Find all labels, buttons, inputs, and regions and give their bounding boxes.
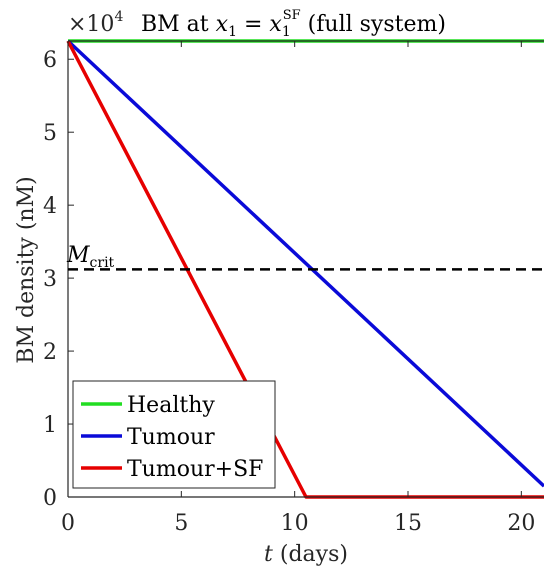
critical-label-main: M	[66, 243, 90, 268]
title-sub: 1	[228, 24, 237, 40]
multiplier-base: ×10	[68, 12, 114, 37]
x-tick-label: 15	[394, 511, 422, 536]
x-label-var: t	[264, 542, 273, 567]
title-equals: =	[237, 12, 269, 37]
title-lead: BM at	[141, 12, 216, 37]
axes	[67, 40, 544, 498]
y-tick-label: 3	[43, 267, 57, 292]
x-tick-label: 5	[174, 511, 188, 536]
legend-entry: Tumour	[127, 425, 215, 450]
y-axis-multiplier: ×104	[68, 9, 123, 37]
title-var: x	[216, 12, 229, 37]
x-axis-label: t (days)	[264, 542, 348, 567]
legend-entry: Tumour+SF	[127, 457, 263, 482]
title-tail: (full system)	[301, 12, 446, 37]
x-tick-label: 0	[61, 511, 75, 536]
title-sup2: SF	[283, 8, 301, 23]
x-tick-label: 20	[507, 511, 535, 536]
y-tick-label: 0	[43, 486, 57, 511]
y-tick-label: 6	[43, 48, 57, 73]
legend: Healthy Tumour Tumour+SF	[72, 380, 276, 489]
x-tick-label: 10	[281, 511, 309, 536]
x-label-unit: (days)	[273, 542, 348, 567]
series-line-tumour	[66, 39, 544, 488]
y-axis-label: BM density (nM)	[14, 176, 39, 363]
legend-entry: Healthy	[127, 393, 215, 418]
multiplier-exponent: 4	[114, 9, 123, 25]
y-tick-label: 1	[43, 413, 57, 438]
critical-threshold-label: Mcrit	[66, 243, 115, 271]
chart-title: BM at x1 = x1SF (full system)	[141, 8, 446, 40]
annotations: Mcrit	[66, 243, 544, 271]
y-tick-label: 2	[43, 340, 57, 365]
y-tick-label: 4	[43, 194, 57, 219]
title-sub2: 1	[282, 24, 291, 40]
critical-label-sub: crit	[90, 255, 115, 271]
y-tick-label: 5	[43, 121, 57, 146]
title-var2: x	[269, 12, 282, 37]
